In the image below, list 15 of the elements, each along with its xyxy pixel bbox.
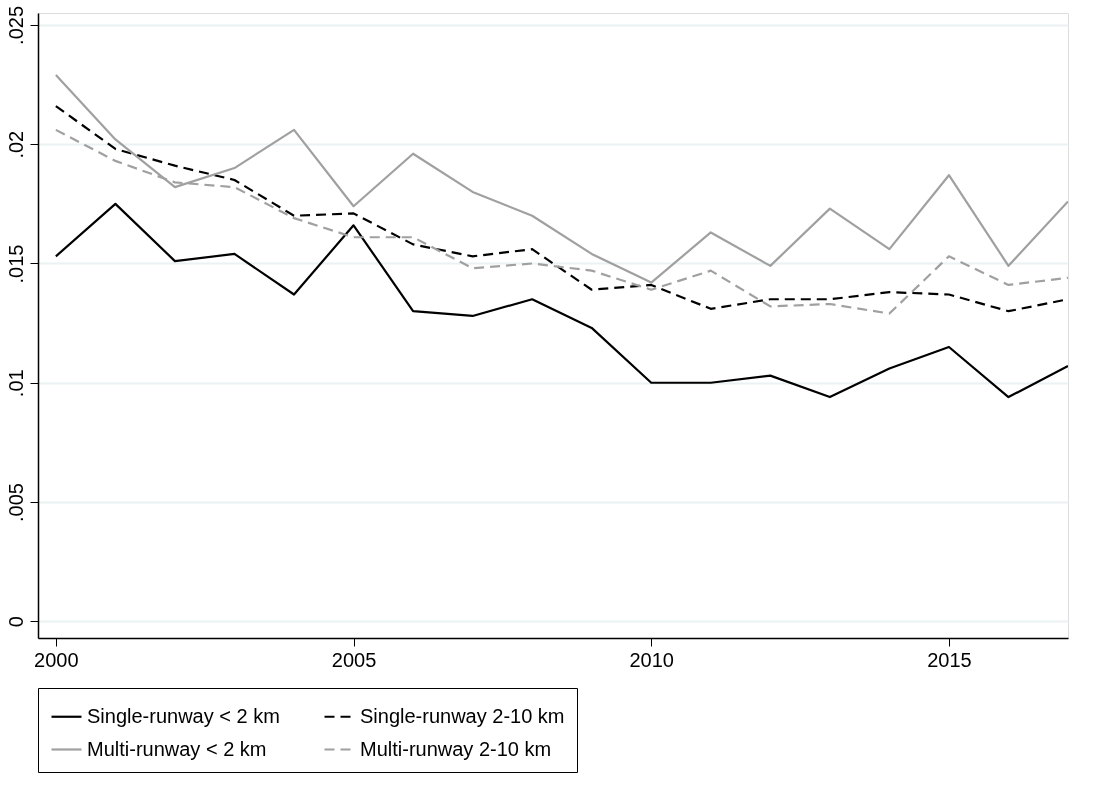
y-tick-label: .005 bbox=[4, 483, 27, 522]
legend-label: Single-runway 2-10 km bbox=[360, 704, 565, 727]
legend-label: Multi-runway 2-10 km bbox=[360, 737, 552, 760]
y-tick-label: .015 bbox=[4, 244, 27, 284]
legend-label: Multi-runway < 2 km bbox=[87, 737, 267, 760]
x-tick-label: 2000 bbox=[34, 648, 79, 671]
x-tick-label: 2015 bbox=[927, 648, 972, 671]
line-series bbox=[54, 202, 1068, 399]
y-tick-label: .025 bbox=[4, 5, 27, 45]
y-tick-label: 0 bbox=[4, 616, 27, 628]
legend-label: Single-runway < 2 km bbox=[87, 704, 280, 727]
x-tick-label: 2005 bbox=[331, 648, 377, 671]
y-tick-label: .02 bbox=[4, 130, 27, 159]
x-tick-label: 2010 bbox=[629, 648, 674, 671]
y-tick-label: .01 bbox=[4, 369, 27, 398]
